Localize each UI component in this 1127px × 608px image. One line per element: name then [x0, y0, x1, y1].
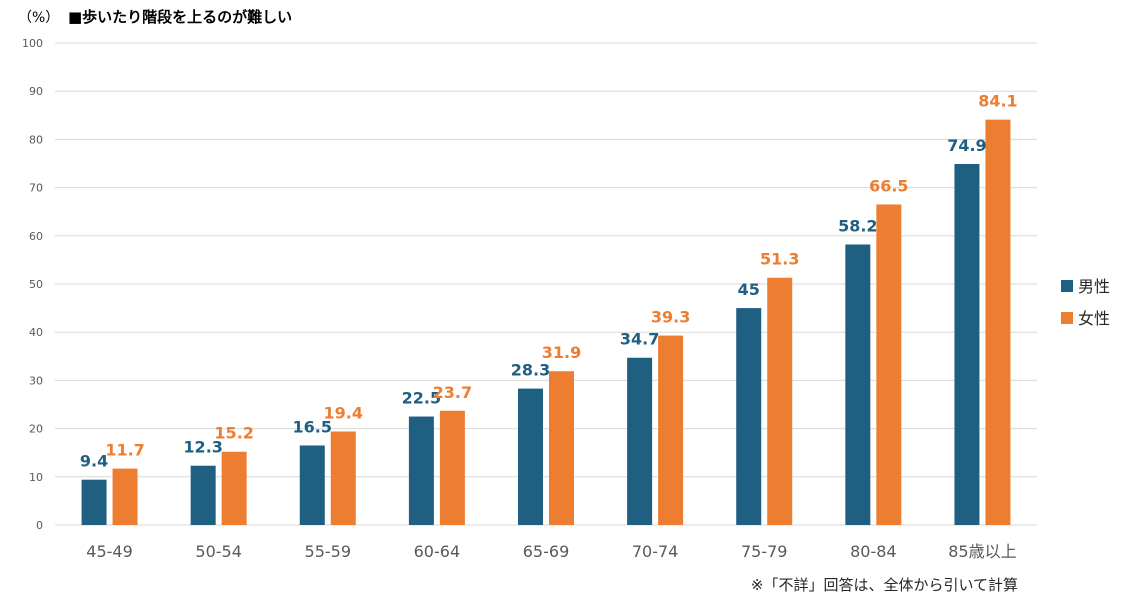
x-tick-label: 55-59	[305, 542, 352, 561]
x-tick-label: 50-54	[195, 542, 242, 561]
y-tick-label: 20	[29, 423, 43, 436]
data-label: 39.3	[651, 308, 690, 327]
x-tick-label: 60-64	[414, 542, 461, 561]
chart-title: ■歩いたり階段を上るのが難しい	[68, 8, 292, 26]
data-label: 22.5	[402, 389, 441, 408]
y-tick-label: 80	[29, 133, 43, 146]
x-tick-label: 75-79	[741, 542, 788, 561]
bar-female	[439, 410, 465, 525]
y-tick-label: 100	[22, 37, 43, 50]
x-tick-label: 65-69	[523, 542, 570, 561]
bar-female	[876, 204, 902, 525]
gridlines	[55, 42, 1037, 526]
bar-male	[845, 244, 871, 525]
data-label: 45	[738, 280, 760, 299]
data-labels: 9.411.7 12.315.2 16.519.4 22.523.7 28.331.9 3…	[80, 92, 1018, 471]
legend-swatch	[1061, 280, 1073, 292]
data-label: 66.5	[869, 176, 908, 195]
bar-male	[408, 416, 434, 525]
data-label: 9.4	[80, 452, 108, 471]
y-tick-label: 40	[29, 326, 43, 339]
y-tick-label: 60	[29, 230, 43, 243]
data-label: 23.7	[433, 383, 472, 402]
legend-label: 男性	[1078, 277, 1110, 296]
data-label: 58.2	[838, 216, 877, 235]
bar-male	[736, 308, 762, 525]
data-label: 16.5	[293, 417, 332, 436]
legend-label: 女性	[1078, 309, 1110, 328]
data-label: 34.7	[620, 330, 659, 349]
y-tick-label: 10	[29, 471, 43, 484]
bar-female	[221, 451, 247, 525]
x-axis-ticks: 45-49 50-54 55-59 60-64 65-69 70-74 75-79 80-84…	[86, 542, 1016, 561]
y-tick-label: 30	[29, 374, 43, 387]
bar-female	[330, 431, 356, 525]
y-tick-label: 70	[29, 182, 43, 195]
data-label: 15.2	[214, 424, 253, 443]
y-tick-label: 90	[29, 85, 43, 98]
bar-female	[549, 371, 574, 525]
bar-female	[658, 335, 684, 525]
data-label: 51.3	[760, 250, 799, 269]
data-label: 84.1	[978, 92, 1017, 111]
bar-female	[112, 468, 138, 525]
data-label: 28.3	[511, 361, 550, 380]
x-tick-label: 85歳以上	[948, 542, 1016, 561]
y-tick-label: 0	[36, 519, 43, 532]
data-label: 74.9	[947, 136, 986, 155]
bars	[81, 119, 1011, 525]
data-label: 11.7	[105, 441, 144, 460]
y-unit-label: （%）	[18, 10, 59, 26]
bar-male	[954, 163, 980, 525]
bar-female	[985, 119, 1011, 525]
bar-male	[190, 465, 216, 525]
bar-male	[299, 445, 325, 525]
footnote: ※「不詳」回答は、全体から引いて計算	[751, 576, 1018, 594]
bar-male	[627, 357, 653, 525]
y-tick-label: 50	[29, 278, 43, 291]
data-label: 31.9	[542, 343, 581, 362]
data-label: 19.4	[324, 403, 363, 422]
data-label: 12.3	[183, 438, 222, 457]
x-tick-label: 80-84	[850, 542, 897, 561]
x-tick-label: 70-74	[632, 542, 679, 561]
y-axis-ticks: 0 10 20 30 40 50 60 70 80 90 100	[22, 37, 43, 532]
legend-swatch	[1061, 312, 1073, 324]
bar-male	[518, 388, 543, 525]
bar-female	[767, 277, 793, 525]
bar-male	[81, 479, 107, 525]
x-tick-label: 45-49	[86, 542, 133, 561]
